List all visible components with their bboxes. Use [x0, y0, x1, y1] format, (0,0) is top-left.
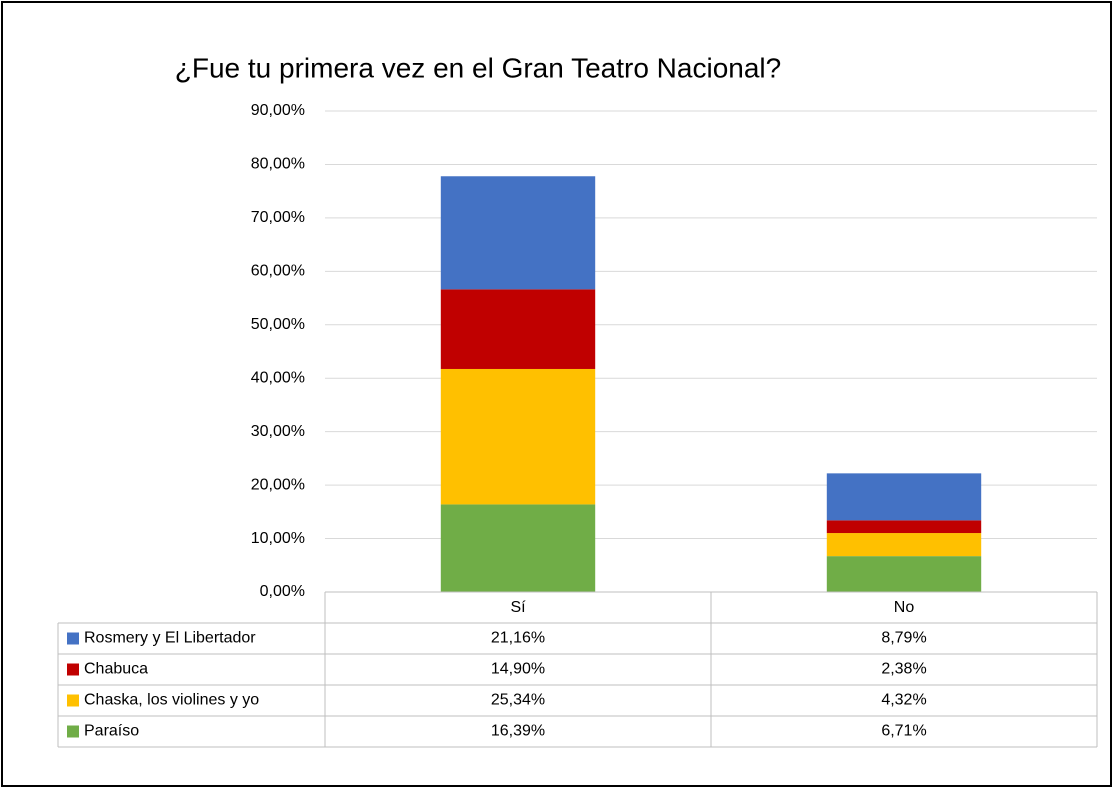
bar-segment: [440, 504, 596, 592]
bar-segment: [826, 556, 982, 592]
data-label: 6,71%: [881, 723, 926, 740]
data-label: 16,39%: [491, 723, 545, 740]
legend-label: Paraíso: [84, 723, 139, 740]
legend-key: [67, 663, 79, 676]
bar-segment: [440, 289, 596, 369]
data-label: 14,90%: [491, 661, 545, 678]
y-tick-label: 60,00%: [251, 263, 305, 280]
bar-segment: [826, 473, 982, 521]
bar-segment: [440, 368, 596, 505]
y-tick-label: 90,00%: [251, 102, 305, 119]
bar-segment: [826, 533, 982, 557]
legend-label: Chabuca: [84, 661, 148, 678]
legend-label: Chaska, los violines y yo: [84, 692, 259, 709]
y-tick-label: 50,00%: [251, 316, 305, 333]
data-label: 21,16%: [491, 630, 545, 647]
y-tick-label: 40,00%: [251, 369, 305, 386]
x-tick-label: No: [894, 599, 915, 616]
legend-label: Rosmery y El Libertador: [84, 630, 256, 647]
legend-key: [67, 725, 79, 738]
data-label: 4,32%: [881, 692, 926, 709]
y-tick-label: 20,00%: [251, 476, 305, 493]
y-tick-label: 70,00%: [251, 209, 305, 226]
data-label: 25,34%: [491, 692, 545, 709]
data-label: 2,38%: [881, 661, 926, 678]
y-tick-label: 80,00%: [251, 156, 305, 173]
data-label: 8,79%: [881, 630, 926, 647]
chart-title: ¿Fue tu primera vez en el Gran Teatro Na…: [175, 52, 781, 83]
legend-key: [67, 632, 79, 645]
y-tick-label: 0,00%: [260, 583, 305, 600]
y-tick-label: 30,00%: [251, 423, 305, 440]
x-tick-label: Sí: [510, 599, 526, 616]
bar-segment: [826, 520, 982, 534]
bar-segment: [440, 176, 596, 290]
y-tick-label: 10,00%: [251, 530, 305, 547]
legend-key: [67, 694, 79, 707]
